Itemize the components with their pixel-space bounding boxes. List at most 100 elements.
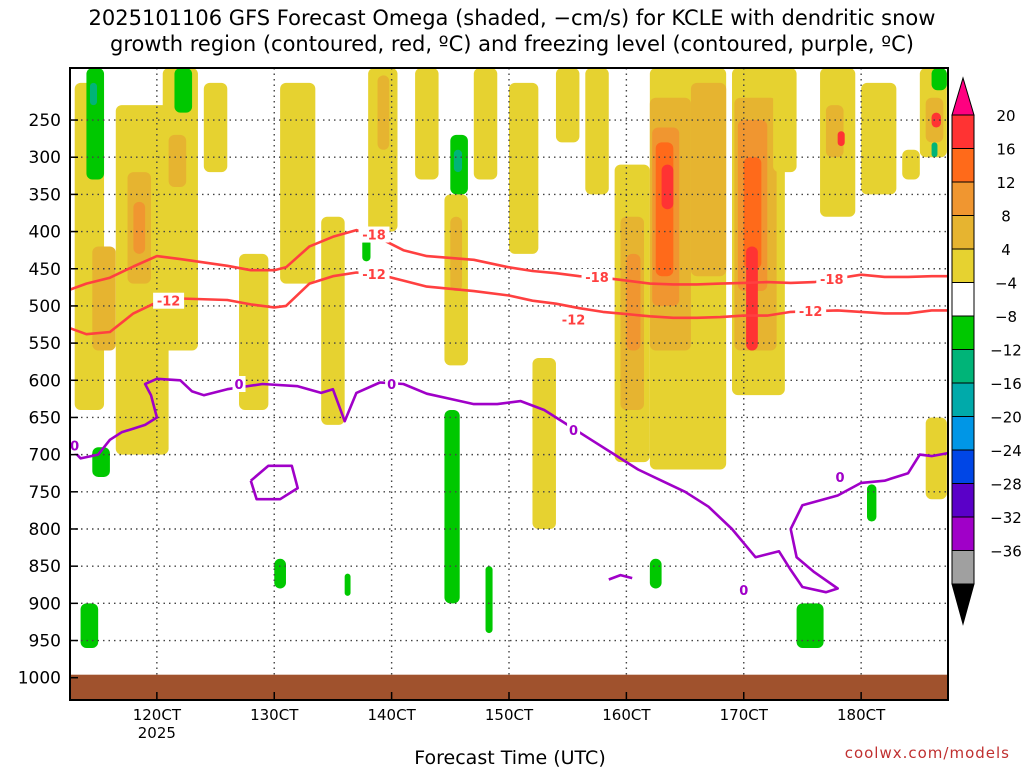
omega-region-60 bbox=[274, 558, 286, 589]
y-tick-label-850: 850 bbox=[29, 557, 61, 577]
y-tick-label-450: 450 bbox=[29, 260, 61, 280]
colorbar-label-6: −8 bbox=[995, 308, 1017, 326]
colorbar-label-0: 20 bbox=[996, 107, 1015, 125]
colorbar-label-2: 12 bbox=[996, 174, 1015, 192]
colorbar-swatch-8 bbox=[951, 349, 975, 384]
y-axis: 250 300 350 400 450 500 550 600 650 700 750 800 850 9… bbox=[18, 111, 78, 689]
omega-region-27 bbox=[655, 142, 674, 277]
omega-region-48 bbox=[80, 603, 99, 648]
omega-region-44 bbox=[925, 417, 947, 500]
omega-region-35 bbox=[773, 68, 797, 173]
y-tick-label-350: 350 bbox=[29, 185, 61, 205]
contour-label-bg-dgz-minus-18-1 bbox=[581, 268, 613, 285]
contour-label-bg-dgz-minus-12-2 bbox=[558, 311, 590, 328]
colorbar-label-11: −28 bbox=[990, 476, 1022, 494]
omega-region-40 bbox=[902, 149, 920, 180]
omega-region-58 bbox=[931, 68, 947, 91]
omega-region-33 bbox=[743, 157, 762, 269]
contour-label-freezing-level-0: 0 bbox=[235, 378, 244, 393]
x-tick-label-120CT: 120CT bbox=[133, 706, 182, 724]
omega-region-29 bbox=[690, 82, 727, 277]
contour-label-dgz-minus-12-0: -12 bbox=[157, 295, 181, 310]
colorbar-swatch-14 bbox=[951, 550, 975, 585]
omega-region-38 bbox=[837, 131, 845, 147]
x-tick-sublabel-year: 2025 bbox=[138, 724, 176, 742]
x-tick-label-160CT: 160CT bbox=[602, 706, 651, 724]
omega-region-61 bbox=[344, 573, 351, 596]
contour-layer: -18 -18 -18 -12 -12 -12 -12 0 0 0 0 0 0 bbox=[68, 226, 949, 599]
omega-region-19 bbox=[532, 357, 556, 529]
y-tick-label-400: 400 bbox=[29, 223, 61, 243]
omega-region-12 bbox=[377, 75, 390, 150]
contour-label-bg-dgz-minus-18-0 bbox=[358, 226, 390, 243]
contour-label-bg-freezing-level-5 bbox=[68, 437, 82, 454]
contour-label-bg-freezing-level-0 bbox=[232, 376, 246, 392]
contour-label-bg-dgz-minus-18-2 bbox=[816, 271, 848, 288]
colorbar-label-10: −24 bbox=[990, 442, 1022, 460]
source-credit: coolwx.com/models bbox=[844, 744, 1010, 762]
colorbar-swatch-3 bbox=[951, 181, 975, 216]
omega-region-53 bbox=[444, 410, 460, 604]
contour-label-dgz-minus-12-1: -12 bbox=[362, 268, 386, 283]
contour-label-freezing-level-1: 0 bbox=[387, 378, 396, 393]
x-tick-label-140CT: 140CT bbox=[367, 706, 416, 724]
y-tick-label-750: 750 bbox=[29, 483, 61, 503]
x-axis-label: Forecast Time (UTC) bbox=[414, 747, 605, 768]
contour-label-bg-dgz-minus-12-1 bbox=[358, 265, 390, 282]
omega-region-28 bbox=[661, 164, 674, 210]
contour-label-dgz-minus-18-0: -18 bbox=[362, 229, 386, 244]
contour-label-dgz-minus-18-1: -18 bbox=[585, 271, 609, 286]
omega-region-59 bbox=[931, 142, 938, 158]
contour-label-dgz-minus-12-2: -12 bbox=[562, 313, 586, 328]
contour-label-dgz-minus-18-2: -18 bbox=[820, 273, 844, 288]
omega-region-17 bbox=[509, 82, 539, 254]
contour-freezing-loop bbox=[249, 464, 299, 501]
colorbar-swatch-2 bbox=[951, 148, 975, 183]
omega-region-15 bbox=[450, 216, 463, 292]
omega-region-20 bbox=[585, 68, 609, 195]
contour-label-bg-dgz-minus-12-0 bbox=[153, 292, 185, 309]
colorbar-top-arrow bbox=[951, 76, 975, 116]
y-tick-label-950: 950 bbox=[29, 632, 61, 652]
omega-region-7 bbox=[203, 82, 228, 173]
y-tick-label-300: 300 bbox=[29, 148, 61, 168]
x-tick-label-180CT: 180CT bbox=[837, 706, 886, 724]
colorbar-label-1: 16 bbox=[996, 141, 1015, 159]
omega-region-23 bbox=[626, 253, 641, 351]
omega-shading bbox=[74, 68, 947, 648]
omega-region-54 bbox=[485, 566, 493, 634]
omega-region-49 bbox=[174, 68, 193, 113]
omega-region-4 bbox=[133, 201, 146, 254]
chart-title-line-2: growth region (contoured, red, ºC) and f… bbox=[110, 32, 914, 56]
omega-region-56 bbox=[796, 603, 824, 648]
contour-freezing-stub bbox=[608, 573, 633, 581]
omega-region-46 bbox=[89, 82, 97, 106]
x-tick-label-170CT: 170CT bbox=[720, 706, 769, 724]
omega-region-55 bbox=[649, 558, 662, 589]
colorbar-swatch-4 bbox=[951, 215, 975, 250]
colorbar-swatch-9 bbox=[951, 382, 975, 417]
omega-region-37 bbox=[825, 105, 844, 158]
colorbar-label-12: −32 bbox=[990, 509, 1022, 527]
colorbar-label-9: −20 bbox=[990, 409, 1022, 427]
colorbar-swatch-12 bbox=[951, 483, 975, 518]
contour-label-freezing-level-5: 0 bbox=[70, 440, 79, 455]
omega-region-39 bbox=[861, 82, 897, 195]
contour-label-freezing-level-2: 0 bbox=[569, 424, 578, 439]
y-tick-label-1000: 1000 bbox=[18, 669, 61, 689]
omega-region-6 bbox=[168, 134, 187, 187]
contour-label-bg-freezing-level-2 bbox=[567, 422, 581, 439]
colorbar-bottom-arrow bbox=[951, 583, 975, 626]
omega-region-34 bbox=[746, 246, 758, 351]
colorbar-swatch-5 bbox=[951, 248, 975, 283]
contour-label-freezing-level-4: 0 bbox=[835, 471, 844, 486]
y-tick-label-650: 650 bbox=[29, 408, 61, 428]
colorbar-label-5: −4 bbox=[995, 275, 1017, 293]
contour-freezing-level bbox=[69, 377, 949, 594]
contour-label-bg-freezing-level-3 bbox=[737, 581, 751, 598]
colorbar-swatch-11 bbox=[951, 449, 975, 484]
omega-region-8 bbox=[239, 253, 269, 411]
omega-region-1 bbox=[92, 246, 116, 351]
